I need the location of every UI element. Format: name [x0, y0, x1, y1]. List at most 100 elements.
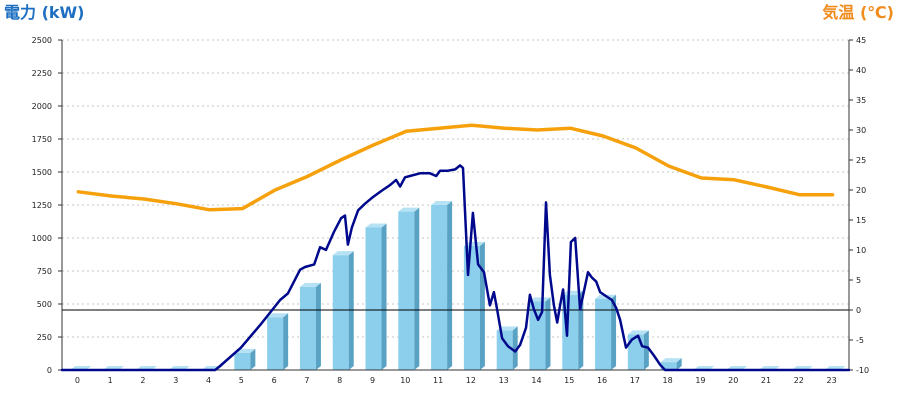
bar-top-face: [398, 207, 420, 212]
bar-front-face: [529, 301, 546, 370]
left-axis-title: 電力 (kW): [4, 3, 85, 22]
bar-side-face: [381, 223, 387, 370]
y-right-tick-label: -10: [856, 366, 869, 375]
y-left-tick-label: 500: [37, 300, 52, 309]
y-left-tick-label: 1750: [32, 135, 52, 144]
x-tick-label: 7: [304, 376, 309, 385]
bar-side-face: [643, 330, 649, 370]
y-right-tick-label: 20: [856, 186, 866, 195]
x-tick-label: 11: [433, 376, 443, 385]
y-right-tick-label: 35: [856, 96, 866, 105]
x-tick-label: 2: [140, 376, 145, 385]
bar-side-face: [676, 358, 682, 370]
x-tick-label: 12: [466, 376, 476, 385]
bar-top-face: [431, 201, 453, 205]
bar-front-face: [332, 255, 349, 370]
bar-top-face: [529, 297, 551, 302]
y-left-tick-label: 2500: [32, 36, 52, 45]
bar-side-face: [512, 326, 518, 370]
x-tick-label: 19: [695, 376, 705, 385]
bar-front-face: [299, 286, 316, 370]
y-right-tick-label: 45: [856, 36, 866, 45]
x-tick-label: 3: [173, 376, 178, 385]
x-tick-label: 0: [75, 376, 80, 385]
bar-side-face: [578, 290, 584, 370]
x-tick-label: 16: [597, 376, 607, 385]
power-bar-hour-18: [660, 358, 682, 370]
power-bar-hour-8: [332, 251, 354, 370]
power-bar-hour-6: [267, 313, 289, 370]
x-tick-label: 17: [630, 376, 640, 385]
bar-side-face: [414, 207, 420, 370]
bar-front-face: [398, 211, 415, 370]
bar-front-face: [660, 362, 677, 370]
x-tick-label: 9: [370, 376, 375, 385]
bar-front-face: [365, 227, 382, 370]
y-right-tick-label: 5: [856, 276, 861, 285]
y-right-tick-label: 0: [856, 306, 861, 315]
y-left-tick-label: 750: [37, 267, 52, 276]
x-tick-label: 10: [400, 376, 410, 385]
bar-side-face: [611, 294, 617, 370]
bar-top-face: [365, 223, 387, 228]
bar-top-face: [627, 330, 649, 335]
right-axis-title: 気温 (℃): [822, 3, 894, 22]
bar-top-face: [332, 251, 354, 256]
bar-front-face: [234, 352, 251, 370]
x-tick-label: 5: [239, 376, 244, 385]
y-left-tick-label: 2000: [32, 102, 52, 111]
y-right-tick-label: 25: [856, 156, 866, 165]
x-tick-label: 8: [337, 376, 342, 385]
bar-top-face: [496, 326, 518, 331]
power-bar-hour-14: [529, 297, 551, 370]
bar-side-face: [447, 201, 453, 370]
y-right-tick-label: 30: [856, 126, 866, 135]
bar-front-face: [627, 334, 644, 370]
power-bar-hour-10: [398, 207, 420, 370]
bar-front-face: [431, 205, 448, 370]
bar-front-face: [267, 317, 284, 370]
x-tick-label: 23: [827, 376, 837, 385]
bar-side-face: [315, 282, 321, 370]
y-right-tick-label: -5: [856, 336, 864, 345]
x-tick-label: 4: [206, 376, 211, 385]
bar-side-face: [479, 241, 485, 370]
temperature-line: [76, 123, 835, 212]
y-left-tick-label: 1250: [32, 201, 52, 210]
bar-front-face: [463, 245, 480, 370]
y-right-tick-label: 10: [856, 246, 866, 255]
x-tick-label: 14: [531, 376, 541, 385]
x-tick-label: 21: [761, 376, 771, 385]
grid-lines: [62, 39, 849, 338]
x-tick-label: 6: [272, 376, 277, 385]
bar-front-face: [496, 330, 513, 370]
x-tick-label: 13: [499, 376, 509, 385]
power-bar-hour-16: [595, 294, 617, 370]
y-left-tick-label: 250: [37, 333, 52, 342]
power-time-series-line: [60, 164, 851, 372]
power-bar-hour-11: [431, 201, 453, 370]
y-left-tick-label: 0: [47, 366, 52, 375]
series-lines: [60, 123, 851, 372]
x-tick-label: 20: [728, 376, 738, 385]
y-left-tick-label: 2250: [32, 69, 52, 78]
y-left-tick-label: 1500: [32, 168, 52, 177]
y-right-tick-label: 15: [856, 216, 866, 225]
x-tick-label: 18: [663, 376, 673, 385]
bar-top-face: [267, 313, 289, 318]
bar-side-face: [348, 251, 354, 370]
bar-side-face: [545, 297, 551, 370]
y-left-tick-label: 1000: [32, 234, 52, 243]
x-tick-label: 1: [108, 376, 113, 385]
x-tick-label: 22: [794, 376, 804, 385]
bar-top-face: [299, 282, 321, 287]
power-bar-hour-9: [365, 223, 387, 370]
power-bar-hour-13: [496, 326, 518, 370]
y-right-tick-label: 40: [856, 66, 866, 75]
bar-side-face: [283, 313, 289, 370]
x-tick-label: 15: [564, 376, 574, 385]
power-bar-hour-7: [299, 282, 321, 370]
bar-side-face: [250, 348, 256, 370]
bar-top-face: [660, 358, 682, 363]
